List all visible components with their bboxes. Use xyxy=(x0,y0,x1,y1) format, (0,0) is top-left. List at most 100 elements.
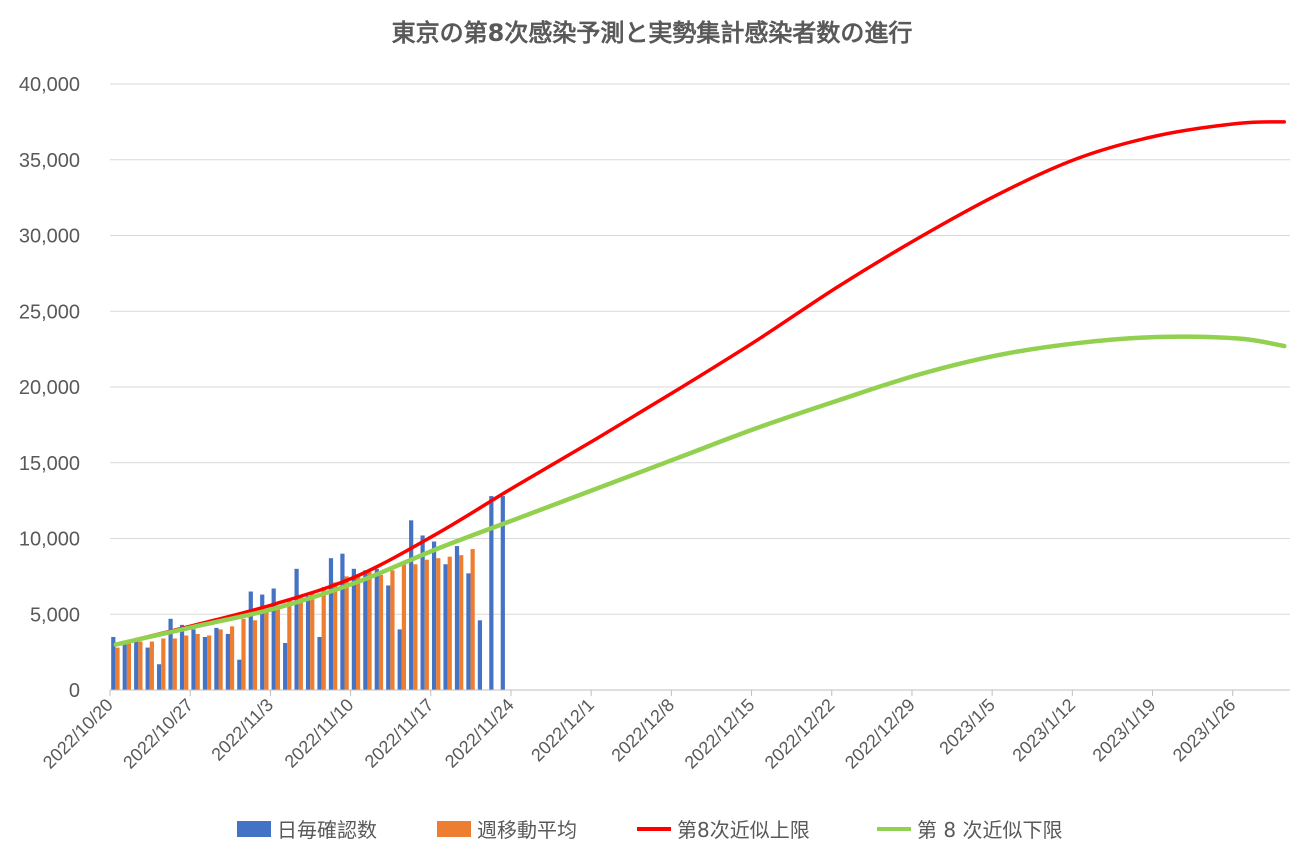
x-tick-label: 2023/1/26 xyxy=(1169,695,1240,766)
bar-daily xyxy=(328,558,334,690)
series-lines xyxy=(113,120,1287,647)
x-tick-label: 2022/10/20 xyxy=(39,695,117,773)
bar-weekly-avg xyxy=(126,643,132,690)
line-lower-bound xyxy=(113,334,1287,647)
x-tick-label: 2022/12/1 xyxy=(527,695,598,766)
bar-daily xyxy=(157,664,162,690)
bar-weekly-avg xyxy=(459,555,464,690)
bar-daily xyxy=(351,568,356,690)
bar-weekly-avg xyxy=(195,633,200,690)
bar-daily xyxy=(466,573,471,690)
bar-daily xyxy=(477,620,483,690)
bar-weekly-avg xyxy=(207,635,212,690)
y-tick-label: 5,000 xyxy=(30,604,80,626)
bar-weekly-avg xyxy=(252,620,258,690)
bar-weekly-avg xyxy=(447,556,452,690)
y-tick-label: 20,000 xyxy=(19,377,80,399)
bar-daily xyxy=(363,570,368,690)
bar-weekly-avg xyxy=(172,638,177,690)
bar-weekly-avg xyxy=(298,597,303,690)
bar-daily xyxy=(420,535,425,690)
x-tick-label: 2022/12/8 xyxy=(607,695,678,766)
y-tick-label: 15,000 xyxy=(19,453,80,475)
legend-swatch-weekly xyxy=(437,821,471,837)
y-axis-tick-labels: 0 5,000 10,000 15,000 20,000 25,000 30,000 35,0… xyxy=(19,74,80,702)
y-tick-label: 10,000 xyxy=(19,529,80,551)
y-tick-label: 35,000 xyxy=(19,150,80,172)
bar-weekly-avg xyxy=(218,629,223,690)
x-tick-label: 2022/10/27 xyxy=(119,695,197,773)
bar-weekly-avg xyxy=(264,611,269,690)
x-axis-tick-labels: 2022/10/20 2022/10/27 2022/11/3 2022/11/10 2… xyxy=(39,690,1240,773)
bar-daily xyxy=(305,596,311,690)
y-tick-label: 25,000 xyxy=(19,301,80,323)
gridlines xyxy=(110,83,1290,615)
x-tick-label: 2022/12/15 xyxy=(681,695,759,773)
legend-label-weekly: 週移動平均 xyxy=(477,818,577,842)
legend-label-lower: 第 8 次近似下限 xyxy=(917,818,1062,842)
bar-daily xyxy=(340,553,345,690)
bar-weekly-avg xyxy=(344,576,349,690)
bar-daily xyxy=(374,568,379,690)
bar-daily xyxy=(260,594,265,690)
x-tick-label: 2023/1/12 xyxy=(1008,695,1079,766)
bar-weekly-avg xyxy=(241,618,246,690)
bar-weekly-avg xyxy=(229,626,235,690)
bar-daily xyxy=(179,624,185,690)
chart-title: 東京の第8次感染予測と実勢集計感染者数の進行 xyxy=(392,19,913,47)
bar-weekly-avg xyxy=(413,564,418,690)
x-tick-label: 2022/12/29 xyxy=(841,695,919,773)
x-tick-label: 2022/11/3 xyxy=(207,695,277,765)
bar-weekly-avg xyxy=(333,582,338,690)
x-tick-label: 2022/11/24 xyxy=(441,695,518,772)
bar-weekly-avg xyxy=(310,593,315,690)
y-tick-label: 30,000 xyxy=(19,226,80,248)
x-tick-label: 2022/12/22 xyxy=(761,695,839,773)
bar-daily xyxy=(397,629,402,690)
y-tick-label: 40,000 xyxy=(19,74,80,96)
y-tick-label: 0 xyxy=(69,680,80,702)
legend-label-upper: 第8次近似上限 xyxy=(677,818,810,842)
bar-daily xyxy=(271,588,276,690)
bar-daily xyxy=(454,546,460,690)
bar-daily xyxy=(386,585,391,690)
bar-daily xyxy=(191,629,196,690)
x-tick-label: 2023/1/19 xyxy=(1089,695,1160,766)
bar-daily xyxy=(443,564,448,690)
line-upper-bound xyxy=(113,120,1287,647)
bar-daily xyxy=(283,643,288,690)
bar-daily xyxy=(317,636,322,690)
legend-swatch-daily xyxy=(237,821,271,837)
bar-daily xyxy=(489,496,494,690)
bar-daily xyxy=(134,640,139,690)
bars xyxy=(111,496,505,690)
x-tick-label: 2022/11/10 xyxy=(281,695,358,772)
bar-weekly-avg xyxy=(184,635,189,690)
bar-weekly-avg xyxy=(275,606,280,690)
bar-daily xyxy=(248,591,253,690)
bar-daily xyxy=(111,636,116,690)
bar-weekly-avg xyxy=(149,641,154,690)
bar-daily xyxy=(409,520,414,690)
bar-weekly-avg xyxy=(161,638,166,690)
bar-weekly-avg xyxy=(390,570,395,690)
bar-daily xyxy=(145,647,150,690)
bar-weekly-avg xyxy=(401,561,407,690)
bar-daily xyxy=(225,633,230,690)
bar-daily xyxy=(168,618,173,690)
bar-weekly-avg xyxy=(470,549,475,690)
bar-daily xyxy=(237,659,242,690)
legend: 日毎確認数 週移動平均 第8次近似上限 第 8 次近似下限 xyxy=(237,818,1062,842)
bar-weekly-avg xyxy=(321,586,326,690)
bar-weekly-avg xyxy=(436,558,441,690)
bar-daily xyxy=(500,496,505,690)
bar-daily xyxy=(431,541,437,690)
bar-daily xyxy=(122,644,127,690)
bar-weekly-avg xyxy=(378,574,384,690)
bar-weekly-avg xyxy=(287,600,292,690)
bar-daily xyxy=(294,568,299,690)
x-tick-label: 2023/1/5 xyxy=(935,695,999,759)
x-tick-label: 2022/11/17 xyxy=(361,695,438,772)
bar-weekly-avg xyxy=(424,559,429,690)
